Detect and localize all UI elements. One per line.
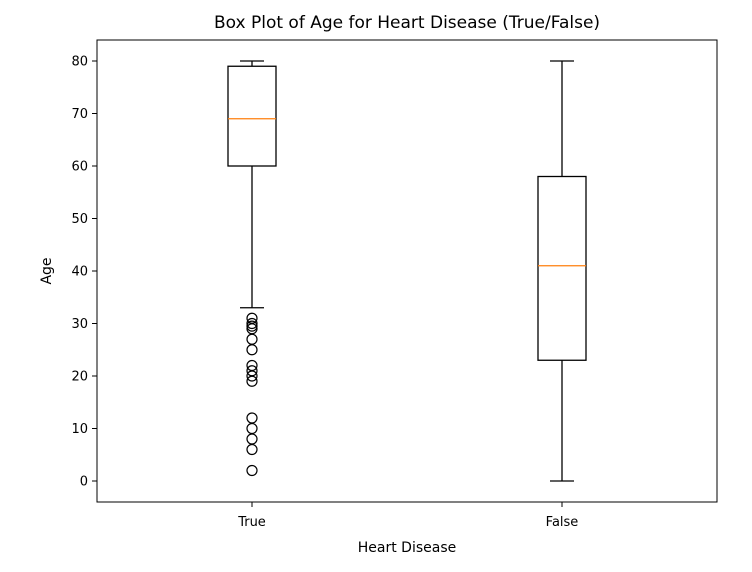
outlier-point <box>246 464 258 477</box>
box-false <box>537 60 587 482</box>
box-true <box>227 60 277 477</box>
x-axis-label: Heart Disease <box>358 540 456 556</box>
y-axis-ticks: 0 10 20 30 40 50 60 70 80 <box>71 55 97 490</box>
outlier-point <box>246 370 258 382</box>
outlier-point <box>246 443 258 456</box>
iqr-box <box>227 65 277 167</box>
x-tick-label: False <box>546 515 579 530</box>
y-tick-label: 20 <box>71 370 88 385</box>
y-tick-label: 80 <box>71 55 88 70</box>
outlier-point <box>246 422 258 435</box>
outlier-point <box>246 320 258 332</box>
iqr-box <box>537 175 587 361</box>
outlier-point <box>246 412 258 424</box>
y-tick-label: 50 <box>71 212 88 227</box>
outlier-point <box>246 433 258 445</box>
y-tick-label: 60 <box>71 160 88 175</box>
y-tick-label: 10 <box>71 422 88 437</box>
y-tick-label: 30 <box>71 317 88 332</box>
y-tick-label: 70 <box>71 107 88 122</box>
y-tick-label: 40 <box>71 265 88 280</box>
chart-title: Box Plot of Age for Heart Disease (True/… <box>214 13 600 33</box>
outlier-point <box>246 375 258 387</box>
outlier-point <box>246 344 258 356</box>
plot-frame <box>96 39 718 503</box>
x-axis-ticks: True False <box>237 502 578 530</box>
outlier-point <box>246 333 258 345</box>
outlier-point <box>246 317 258 330</box>
y-axis-label: Age <box>39 257 55 284</box>
y-tick-label: 0 <box>80 475 88 490</box>
plot-area <box>227 60 587 482</box>
x-tick-label: True <box>237 515 266 530</box>
